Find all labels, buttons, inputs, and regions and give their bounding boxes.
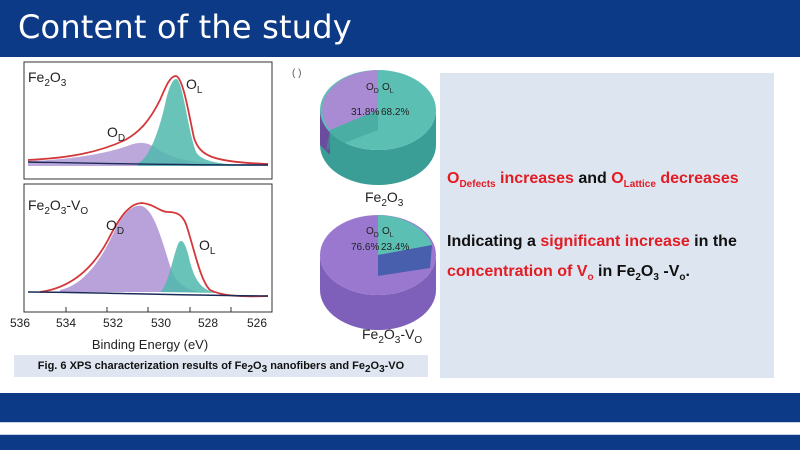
pie-bottom-od-pct: 76.6%	[351, 242, 379, 253]
pie-bottom-ol-lift	[378, 245, 432, 276]
xps-top-baseline	[27, 161, 269, 166]
pie-bottom-label: Fe2O3-VO	[362, 326, 422, 346]
xps-bottom-od-label: OD	[106, 217, 124, 237]
finding-concentration: concentration of Vo in Fe2O3 -Vo.	[447, 263, 690, 284]
pie-bottom-ol-pct: 23.4%	[381, 242, 409, 253]
pie-top-label: Fe2O3	[365, 189, 404, 209]
pie-top: OD OL 31.8% 68.2% Fe2O3	[320, 70, 436, 209]
footer-divider	[0, 422, 800, 435]
xps-bottom-envelope	[39, 202, 269, 298]
pie-bottom: OD OL 76.6% 23.4% Fe2O3-VO	[320, 215, 436, 346]
xps-bottom-label: Fe2O3-VO	[28, 197, 88, 217]
finding-defects-lattice: ODefects increases and OLattice decrease…	[447, 170, 739, 191]
pie-top-od-legend: OD	[366, 82, 379, 95]
xps-x-ticks	[23, 307, 273, 312]
xps-top-envelope	[27, 75, 269, 165]
slide-header: Content of the study	[0, 0, 800, 57]
xps-top-ol-peak	[138, 78, 268, 166]
pie-top-ol-side	[320, 110, 436, 185]
pie-top-ol-legend: OL	[382, 82, 394, 95]
xps-top-od-label: OD	[107, 124, 125, 144]
xps-bottom-ol-peak	[160, 240, 220, 293]
xps-x-tick: 528	[198, 316, 218, 330]
findings-panel: ODefects increases and OLattice decrease…	[440, 73, 774, 378]
pie-top-od-slice	[322, 70, 378, 130]
pie-bottom-side	[320, 255, 436, 330]
xps-figure: 536 534 532 530 528 526 Binding Energy (…	[10, 61, 436, 352]
xps-bottom-od-peak	[60, 205, 200, 292]
footer-band	[0, 393, 800, 422]
slide-title: Content of the study	[18, 8, 352, 46]
xps-x-tick: 534	[56, 316, 76, 330]
footer-bottom-bar	[0, 435, 800, 450]
pie-top-ol-pct: 68.2%	[381, 107, 409, 118]
xps-x-tick: 536	[10, 316, 30, 330]
pie-bottom-ol-slice	[378, 215, 432, 255]
xps-partial-panel-label: ( )	[292, 68, 301, 79]
pie-top-od-slice-lift	[326, 110, 378, 150]
xps-x-tick: 526	[247, 316, 267, 330]
xps-top-ol-label: OL	[186, 76, 203, 96]
xps-bottom-ol-label: OL	[199, 237, 216, 257]
pie-bottom-od-legend: OD	[366, 226, 379, 239]
xps-x-tick: 532	[103, 316, 123, 330]
xps-x-axis-label: Binding Energy (eV)	[92, 337, 208, 352]
xps-bottom-baseline	[27, 291, 269, 297]
figure-caption: Fig. 6 XPS characterization results of F…	[14, 355, 428, 377]
xps-x-tick: 530	[151, 316, 171, 330]
xps-top-label: Fe2O3	[28, 69, 67, 89]
pie-bottom-ol-legend: OL	[382, 226, 394, 239]
pie-top-od-pct: 31.8%	[351, 107, 379, 118]
finding-indicating: Indicating a significant increase in the	[447, 233, 737, 250]
